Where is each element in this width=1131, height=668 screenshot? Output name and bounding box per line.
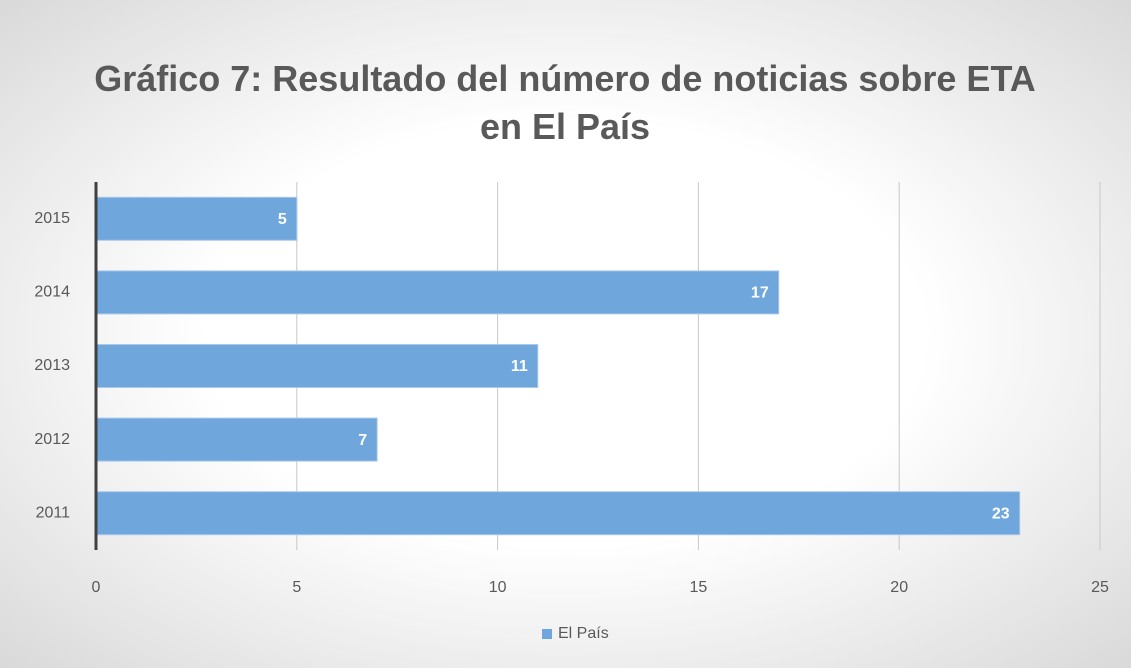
bar: [95, 491, 1021, 536]
x-tick-label: 0: [92, 579, 101, 596]
bar: [95, 270, 780, 315]
bar: [95, 417, 378, 462]
data-label: 7: [358, 432, 367, 449]
x-tick-label: 20: [890, 579, 908, 596]
bar: [95, 196, 298, 241]
data-label: 23: [992, 505, 1010, 522]
data-label: 17: [751, 285, 769, 302]
x-tick-label: 15: [690, 579, 708, 596]
x-tick-label: 10: [489, 579, 507, 596]
bar: [95, 344, 539, 388]
data-label: 11: [511, 358, 528, 375]
y-tick-label: 2014: [34, 284, 70, 301]
x-tick-label: 5: [292, 579, 301, 596]
y-tick-label: 2012: [34, 431, 70, 448]
y-tick-label: 2011: [36, 504, 71, 521]
x-tick-label: 25: [1091, 579, 1109, 596]
legend-swatch: [542, 629, 552, 639]
y-tick-label: 2013: [34, 357, 70, 374]
y-tick-label: 2015: [34, 210, 70, 227]
legend-label: El País: [558, 625, 609, 642]
chart-title: Gráfico 7: Resultado del número de notic…: [94, 58, 1036, 147]
data-label: 5: [278, 211, 287, 228]
